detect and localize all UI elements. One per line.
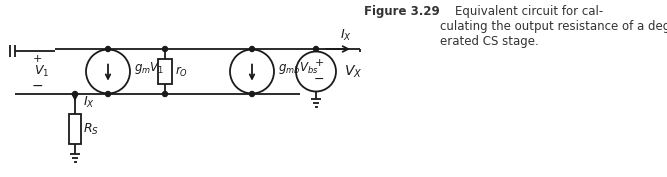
Circle shape bbox=[73, 92, 77, 96]
Text: −: − bbox=[31, 79, 43, 93]
Text: $g_{mb}V_{bs}$: $g_{mb}V_{bs}$ bbox=[278, 59, 318, 76]
Text: +: + bbox=[314, 59, 323, 68]
Text: +: + bbox=[32, 54, 41, 64]
Text: $r_O$: $r_O$ bbox=[175, 64, 188, 79]
Text: $R_S$: $R_S$ bbox=[83, 121, 99, 136]
Text: Figure 3.29: Figure 3.29 bbox=[364, 5, 440, 18]
Text: $g_m V_1$: $g_m V_1$ bbox=[134, 59, 164, 76]
Text: $V_1$: $V_1$ bbox=[35, 64, 49, 79]
Circle shape bbox=[105, 47, 111, 52]
Text: Equivalent circuit for cal-
culating the output resistance of a degen-
erated CS: Equivalent circuit for cal- culating the… bbox=[440, 5, 667, 48]
Text: $I_X$: $I_X$ bbox=[340, 28, 352, 43]
Circle shape bbox=[249, 92, 255, 96]
Circle shape bbox=[105, 92, 111, 96]
Text: −: − bbox=[313, 73, 324, 86]
Circle shape bbox=[163, 92, 167, 96]
Circle shape bbox=[313, 47, 319, 52]
Circle shape bbox=[249, 47, 255, 52]
Text: $V_X$: $V_X$ bbox=[344, 63, 362, 80]
Bar bbox=[158, 59, 172, 84]
Bar bbox=[69, 114, 81, 144]
Text: $I_X$: $I_X$ bbox=[83, 95, 95, 110]
Circle shape bbox=[163, 47, 167, 52]
